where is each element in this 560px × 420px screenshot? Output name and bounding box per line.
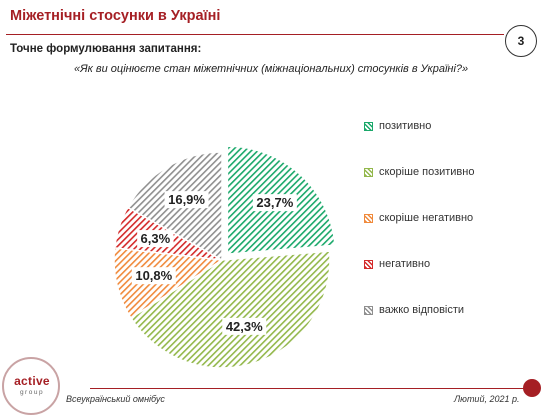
legend-item-скоріше-позитивно: скоріше позитивно (364, 166, 474, 178)
legend-swatch (364, 167, 373, 177)
page-number-badge: 3 (505, 25, 537, 57)
survey-name: Всеукраїнський омнібус (66, 394, 165, 404)
legend-swatch (364, 305, 373, 315)
legend-label: скоріше позитивно (379, 166, 475, 178)
legend-item-важко-відповісти: важко відповісти (364, 304, 464, 316)
company-logo (2, 357, 60, 415)
data-label-bg (137, 230, 174, 248)
title-underline (6, 34, 500, 35)
footer-rule (90, 388, 524, 389)
question-label: Точне формулювання запитання: (10, 43, 202, 55)
legend-item-негативно: негативно (364, 258, 430, 270)
data-label-скоріше-позитивно: 42,3% (226, 319, 263, 334)
legend-label: позитивно (379, 120, 432, 132)
slide-title: Міжетнічні стосунки в Україні (10, 8, 221, 24)
logo-text-top: active (14, 374, 50, 388)
legend-label: важко відповісти (379, 304, 465, 316)
survey-date: Лютий, 2021 р. (454, 394, 520, 404)
data-label-важко-відповісти: 16,9% (168, 192, 205, 207)
logo-text-bottom: group (19, 389, 45, 396)
data-label-скоріше-негативно: 10,8% (135, 268, 172, 283)
legend-item-позитивно: позитивно (364, 120, 431, 132)
data-label-bg (164, 191, 209, 209)
legend-swatch (364, 121, 373, 131)
data-label-bg (131, 267, 176, 285)
question-text: «Як ви оцінюєте стан міжетнічних (міжнац… (74, 63, 469, 75)
legend-swatch (364, 213, 373, 223)
data-label-негативно: 6,3% (141, 231, 171, 246)
pie-slice-скоріше-позитивно (129, 250, 331, 369)
footer-dot (523, 379, 541, 397)
data-label-bg (252, 194, 297, 212)
data-label-позитивно: 23,7% (256, 195, 293, 210)
legend-label: негативно (379, 258, 431, 270)
legend-item-скоріше-негативно: скоріше негативно (364, 212, 473, 224)
data-label-bg (222, 317, 267, 335)
title-underline-cap (500, 34, 504, 35)
legend-swatch (364, 259, 373, 269)
legend-label: скоріше негативно (379, 212, 474, 224)
